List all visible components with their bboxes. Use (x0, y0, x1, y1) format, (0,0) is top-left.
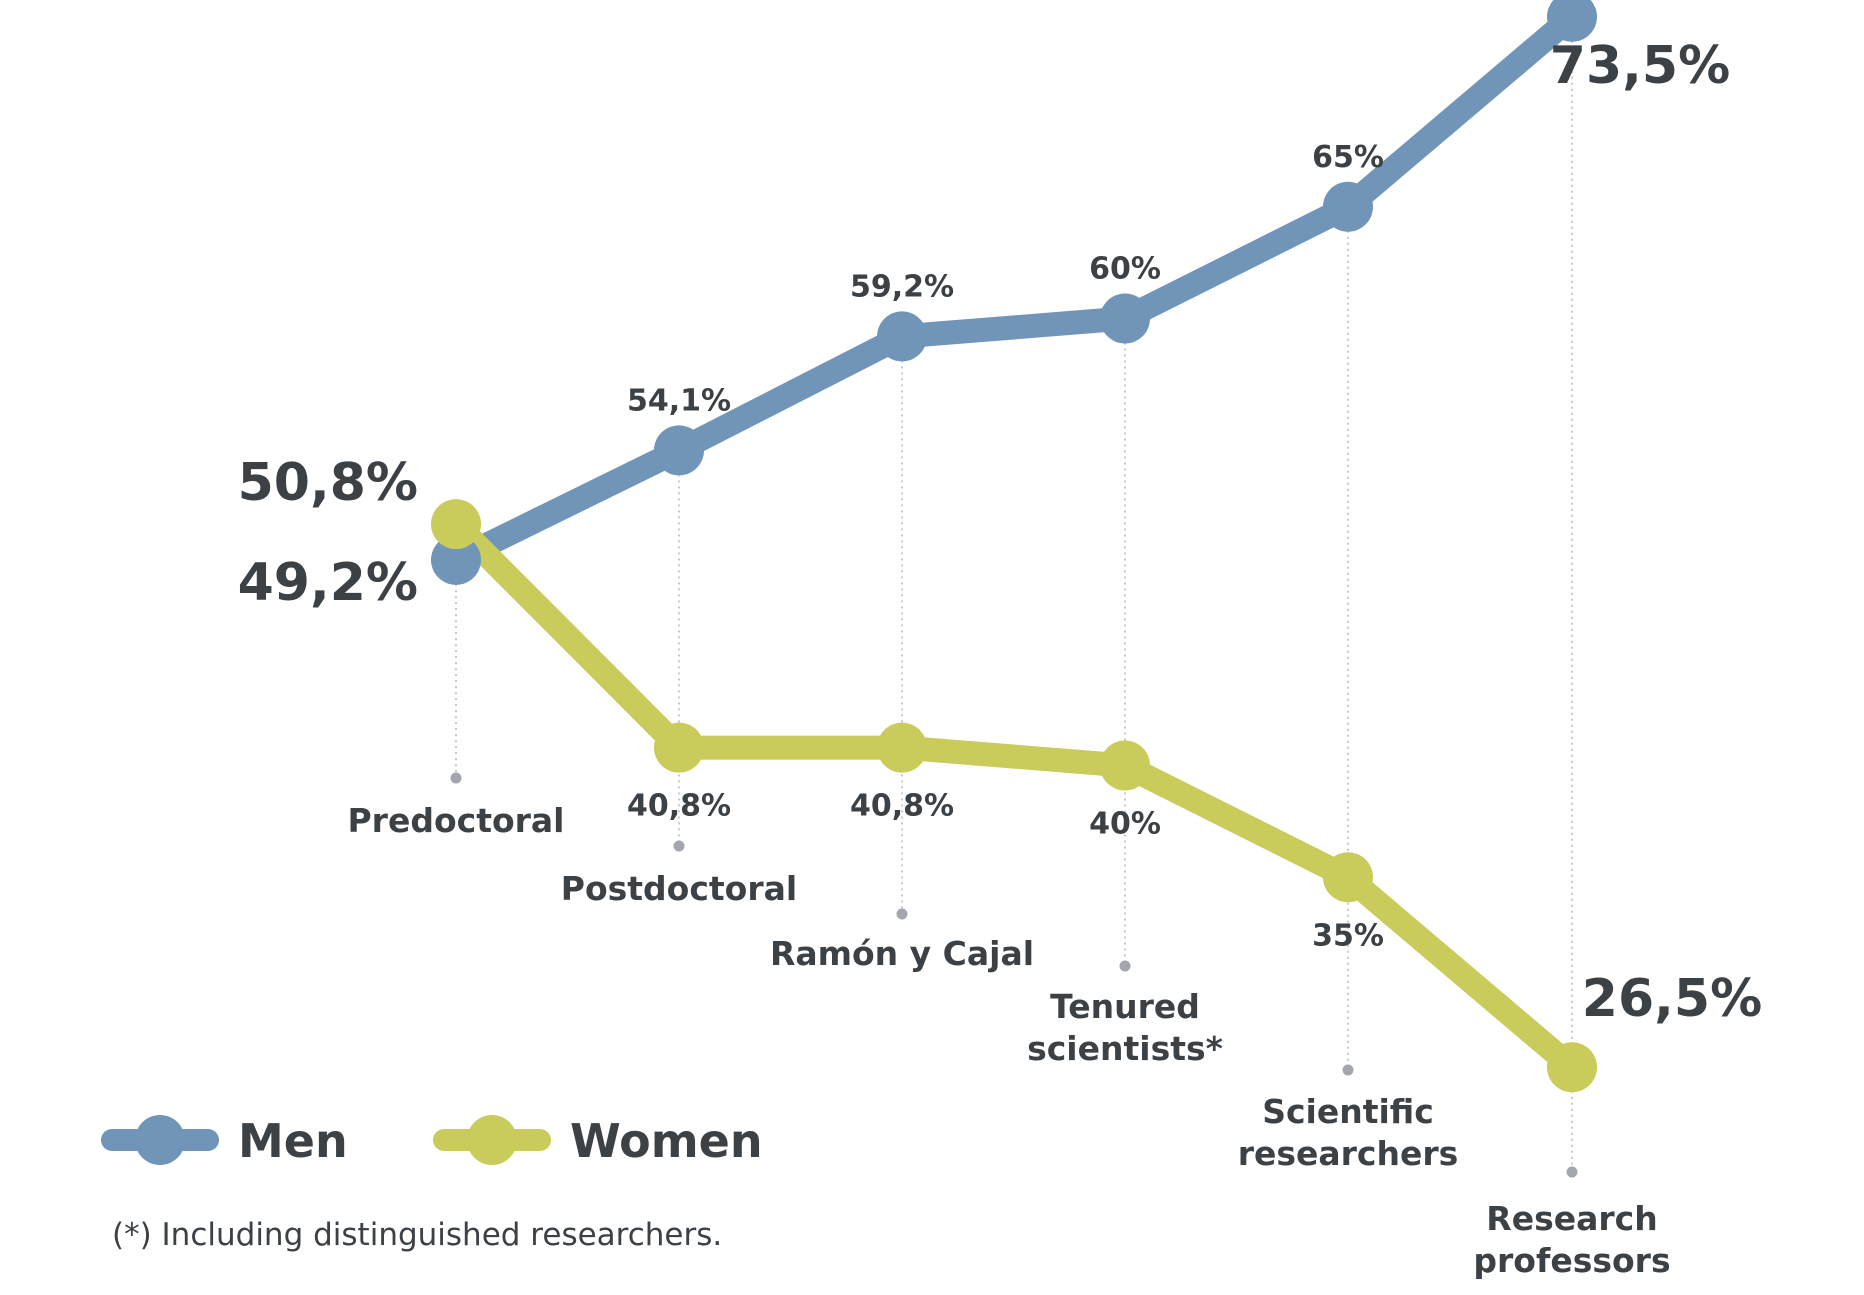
men-value-label: 54,1% (627, 383, 731, 418)
category-label: professors (1473, 1241, 1670, 1280)
guide-dot (673, 840, 685, 852)
men-legend-swatch-dot (135, 1115, 185, 1165)
legend: Men Women (101, 1114, 763, 1168)
women-point (1547, 1042, 1597, 1093)
category-label: Ramón y Cajal (770, 934, 1034, 973)
category-label: Predoctoral (348, 801, 565, 840)
value-labels: 49,2% 54,1% 59,2% 60% 65% 73,5% 50,8% 40,8% 40,8… (238, 36, 1763, 1029)
guide-dot (896, 908, 908, 920)
footnote: (*) Including distinguished researchers. (112, 1217, 722, 1253)
women-point (431, 499, 481, 550)
men-legend-label: Men (238, 1114, 348, 1168)
men-point (431, 534, 481, 585)
men-value-label: 60% (1089, 252, 1161, 287)
men-point (1100, 293, 1150, 344)
category-label: researchers (1238, 1134, 1459, 1173)
women-value-label: 40% (1089, 807, 1161, 842)
men-point (654, 425, 704, 476)
women-point (1100, 740, 1150, 791)
men-value-label: 65% (1312, 140, 1384, 175)
series-lines (444, 4, 1584, 1080)
women-legend-swatch-dot (467, 1115, 517, 1165)
category-label: Research (1486, 1199, 1657, 1238)
women-point (877, 722, 927, 773)
guide-dot (1119, 960, 1131, 972)
women-value-label: 40,8% (627, 789, 731, 824)
women-point (1323, 852, 1373, 903)
women-series-line (444, 512, 1584, 1080)
men-point (1547, 0, 1597, 42)
women-legend-label: Women (570, 1114, 763, 1168)
women-value-label: 26,5% (1582, 969, 1762, 1029)
women-value-label: 40,8% (850, 789, 954, 824)
men-value-label: 59,2% (850, 269, 954, 304)
men-point (1323, 181, 1373, 232)
men-value-label: 73,5% (1550, 36, 1730, 96)
men-series-line (444, 4, 1584, 572)
women-value-label: 35% (1312, 918, 1384, 953)
category-label: scientists* (1027, 1029, 1223, 1068)
category-guides (450, 16, 1578, 1178)
category-label: Tenured (1050, 987, 1200, 1026)
men-value-label: 49,2% (238, 553, 418, 613)
women-value-label: 50,8% (238, 453, 418, 513)
series-points (431, 0, 1597, 1093)
men-point (877, 311, 927, 362)
guide-dot (1566, 1166, 1578, 1178)
women-point (654, 722, 704, 773)
guide-dot (450, 772, 462, 784)
category-label: Scientific (1262, 1092, 1434, 1131)
category-label: Postdoctoral (561, 869, 797, 908)
guide-dot (1342, 1064, 1354, 1076)
category-labels: Predoctoral Postdoctoral Ramón y Cajal Tenu… (348, 801, 1671, 1280)
